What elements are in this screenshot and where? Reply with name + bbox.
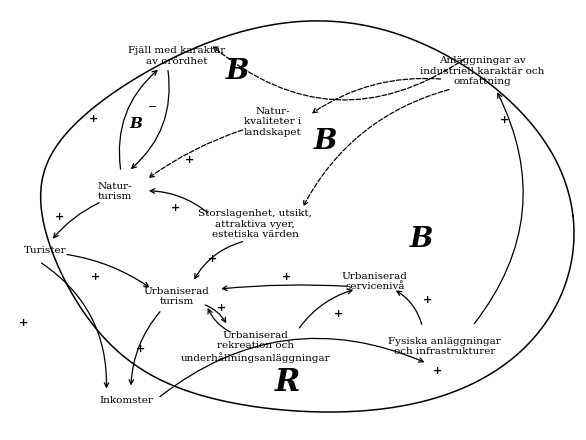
Text: R: R	[274, 367, 300, 398]
Text: +: +	[499, 115, 509, 125]
Text: Natur-
kvaliteter i
landskapet: Natur- kvaliteter i landskapet	[244, 107, 301, 136]
Text: +: +	[171, 203, 180, 213]
Text: +: +	[281, 272, 291, 282]
Text: Urbaniserad
rekreation och
underhållningsanläggningar: Urbaniserad rekreation och underhållning…	[180, 331, 330, 363]
Text: +: +	[55, 212, 64, 221]
Text: B: B	[129, 117, 142, 131]
Text: +: +	[19, 318, 28, 328]
Text: +: +	[217, 303, 226, 313]
Text: +: +	[91, 272, 100, 282]
Text: +: +	[135, 344, 145, 354]
Text: Urbaniserad
turism: Urbaniserad turism	[144, 287, 209, 306]
Text: +: +	[334, 309, 343, 319]
Text: Anläggningar av
industriell karaktär och
omfattning: Anläggningar av industriell karaktär och…	[420, 56, 545, 86]
Text: −: −	[148, 102, 158, 112]
Text: +: +	[433, 366, 442, 376]
Text: +: +	[208, 254, 217, 264]
Text: B: B	[410, 226, 433, 253]
Text: Natur-
turism: Natur- turism	[98, 182, 132, 201]
Text: Urbaniserad
servicenivå: Urbaniserad servicenivå	[342, 271, 408, 291]
Text: Storslagenhet, utsikt,
attraktiva vyer,
estetiska värden: Storslagenhet, utsikt, attraktiva vyer, …	[198, 209, 312, 239]
Text: Fysiska anläggningar
och infrastrukturer: Fysiska anläggningar och infrastrukturer	[389, 337, 501, 356]
Text: Fjäll med karaktär
av orördhet: Fjäll med karaktär av orördhet	[128, 46, 225, 66]
Text: +: +	[185, 155, 194, 165]
Text: +: +	[423, 294, 432, 304]
Text: Turister: Turister	[24, 246, 66, 255]
Text: Inkomster: Inkomster	[100, 396, 154, 405]
Text: B: B	[226, 58, 250, 85]
Text: B: B	[314, 128, 337, 155]
Text: +: +	[89, 114, 98, 125]
